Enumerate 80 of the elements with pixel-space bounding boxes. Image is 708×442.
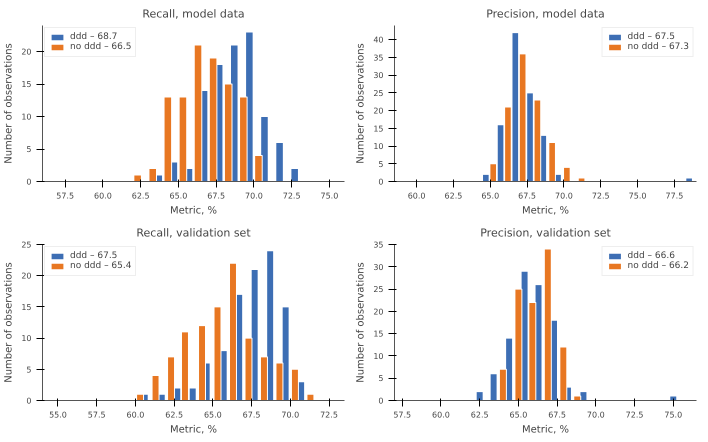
y-tick-label: 25 <box>21 240 32 250</box>
legend-label: ddd – 67.5 <box>628 32 675 42</box>
y-tick-label: 0 <box>26 178 32 186</box>
x-axis-title: Metric, % <box>522 206 569 216</box>
x-tick-label: 62.5 <box>165 410 184 420</box>
chart-title: Precision, model data <box>486 8 605 20</box>
y-tick-label: 30 <box>373 262 384 272</box>
legend-label: no ddd – 66.5 <box>70 42 132 52</box>
legend-label: no ddd – 65.4 <box>70 261 132 271</box>
y-tick-label: 20 <box>21 272 32 281</box>
y-tick-label: 20 <box>373 106 384 116</box>
x-tick-label: 70.0 <box>281 410 300 420</box>
x-tick-label: 55.0 <box>49 410 67 420</box>
x-tick-label: 67.5 <box>242 410 260 420</box>
y-tick-label: 15 <box>373 330 384 339</box>
x-tick-label: 72.5 <box>320 410 338 420</box>
x-axis-title: Metric, % <box>170 206 217 216</box>
y-tick-label: 20 <box>373 307 384 316</box>
x-tick-label: 60.0 <box>94 192 112 200</box>
y-tick-label: 40 <box>373 36 384 45</box>
chart-title: Recall, model data <box>142 8 245 20</box>
y-axis-title: Number of observations <box>355 262 366 383</box>
x-tick-label: 60.0 <box>408 192 426 200</box>
y-tick-label: 15 <box>21 80 32 89</box>
y-tick-label: 5 <box>26 145 32 154</box>
x-tick-label: 70.0 <box>586 410 605 420</box>
x-tick-label: 67.5 <box>207 192 226 200</box>
y-tick-label: 5 <box>378 374 384 384</box>
y-tick-label: 0 <box>378 178 384 186</box>
x-tick-label: 57.5 <box>56 192 74 200</box>
x-tick-label: 60.0 <box>126 410 144 420</box>
y-axis-title: Number of observations <box>355 43 366 164</box>
legend-label: ddd – 67.5 <box>70 251 118 261</box>
chart-title: Precision, validation set <box>480 226 612 240</box>
y-tick-label: 35 <box>373 53 384 62</box>
y-tick-label: 25 <box>373 285 384 294</box>
x-axis-title: Metric, % <box>522 424 569 436</box>
y-tick-label: 25 <box>373 88 384 98</box>
x-axis-title: Metric, % <box>170 424 217 436</box>
x-tick-label: 70.0 <box>244 192 263 200</box>
x-tick-label: 62.5 <box>444 192 462 200</box>
y-tick-label: 35 <box>373 240 384 250</box>
x-tick-label: 77.5 <box>665 192 684 200</box>
legend-label: ddd – 66.6 <box>628 251 675 261</box>
x-tick-label: 72.5 <box>282 192 301 200</box>
y-tick-label: 20 <box>21 48 32 56</box>
y-tick-label: 5 <box>378 160 384 169</box>
y-tick-label: 0 <box>378 396 384 406</box>
x-tick-label: 67.5 <box>518 192 536 200</box>
x-tick-label: 57.5 <box>88 410 106 420</box>
legend-label: no ddd – 67.3 <box>628 42 689 52</box>
x-tick-label: 65.0 <box>481 192 500 200</box>
y-axis-title: Number of observations <box>3 43 14 164</box>
x-tick-label: 65.0 <box>204 410 222 420</box>
x-tick-label: 75.0 <box>628 192 646 200</box>
y-tick-label: 15 <box>373 124 384 134</box>
y-tick-label: 0 <box>26 396 32 406</box>
x-tick-label: 57.5 <box>393 410 412 420</box>
x-tick-label: 67.5 <box>548 410 566 420</box>
x-tick-label: 62.5 <box>470 410 489 420</box>
x-tick-label: 65.0 <box>509 410 528 420</box>
y-tick-label: 10 <box>21 112 32 122</box>
legend-label: ddd – 68.7 <box>70 32 118 42</box>
y-tick-label: 5 <box>26 365 32 374</box>
x-tick-label: 62.5 <box>132 192 150 200</box>
x-tick-label: 70.0 <box>555 192 573 200</box>
y-tick-label: 15 <box>21 302 32 312</box>
x-tick-label: 72.5 <box>626 410 644 420</box>
y-tick-label: 10 <box>21 334 32 344</box>
x-tick-label: 72.5 <box>592 192 610 200</box>
x-tick-label: 75.0 <box>664 410 682 420</box>
y-axis-title: Number of observations <box>3 262 14 383</box>
chart-title: Recall, validation set <box>136 226 252 240</box>
x-tick-label: 60.0 <box>432 410 450 420</box>
x-tick-label: 65.0 <box>169 192 188 200</box>
y-tick-label: 30 <box>373 71 384 80</box>
y-tick-label: 10 <box>373 142 384 152</box>
y-tick-label: 10 <box>373 352 384 361</box>
x-tick-label: 75.0 <box>320 192 338 200</box>
legend-label: no ddd – 66.2 <box>628 261 689 271</box>
